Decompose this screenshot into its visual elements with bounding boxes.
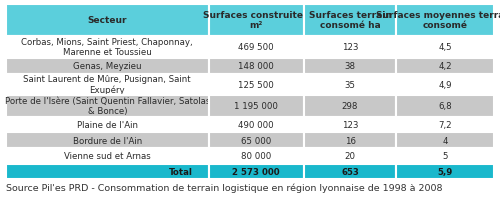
Text: Surfaces construites
m²: Surfaces construites m² <box>204 11 309 30</box>
Text: 653: 653 <box>341 167 359 176</box>
Text: 490 000: 490 000 <box>238 121 274 129</box>
Text: 5,9: 5,9 <box>438 167 453 176</box>
Text: 5: 5 <box>442 151 448 160</box>
Text: Porte de l'Isère (Saint Quentin Fallavier, Satolas
& Bonce): Porte de l'Isère (Saint Quentin Fallavie… <box>4 97 210 116</box>
Text: Saint Laurent de Mûre, Pusignan, Saint
Exupéry: Saint Laurent de Mûre, Pusignan, Saint E… <box>24 75 191 95</box>
Text: 4,5: 4,5 <box>438 43 452 52</box>
Text: Corbas, Mions, Saint Priest, Chaponnay,
Marenne et Toussieu: Corbas, Mions, Saint Priest, Chaponnay, … <box>22 38 193 57</box>
Text: 1 195 000: 1 195 000 <box>234 102 278 111</box>
Text: 148 000: 148 000 <box>238 62 274 71</box>
Text: 20: 20 <box>344 151 356 160</box>
Text: Plaine de l'Ain: Plaine de l'Ain <box>77 121 138 129</box>
Text: 469 500: 469 500 <box>238 43 274 52</box>
Text: 4: 4 <box>442 136 448 145</box>
Text: 80 000: 80 000 <box>241 151 271 160</box>
Text: 123: 123 <box>342 43 358 52</box>
Text: 35: 35 <box>344 80 356 89</box>
Text: Surfaces moyennes terrain
consomé: Surfaces moyennes terrain consomé <box>376 11 500 30</box>
Text: 65 000: 65 000 <box>241 136 271 145</box>
Text: 123: 123 <box>342 121 358 129</box>
Text: 4,9: 4,9 <box>438 80 452 89</box>
Text: Vienne sud et Arnas: Vienne sud et Arnas <box>64 151 150 160</box>
Text: 298: 298 <box>342 102 358 111</box>
Text: 6,8: 6,8 <box>438 102 452 111</box>
Text: Surfaces terrain
consomé ha: Surfaces terrain consomé ha <box>308 11 392 30</box>
Text: 4,2: 4,2 <box>438 62 452 71</box>
Text: 38: 38 <box>344 62 356 71</box>
Text: 2 573 000: 2 573 000 <box>232 167 280 176</box>
Text: Bordure de l'Ain: Bordure de l'Ain <box>72 136 142 145</box>
Text: 7,2: 7,2 <box>438 121 452 129</box>
Text: Genas, Meyzieu: Genas, Meyzieu <box>73 62 142 71</box>
Text: Secteur: Secteur <box>88 16 127 25</box>
Text: 16: 16 <box>344 136 356 145</box>
Text: Source Pil'es PRD - Consommation de terrain logistique en région lyonnaise de 19: Source Pil'es PRD - Consommation de terr… <box>6 182 442 192</box>
Text: Total: Total <box>168 167 192 176</box>
Text: 125 500: 125 500 <box>238 80 274 89</box>
